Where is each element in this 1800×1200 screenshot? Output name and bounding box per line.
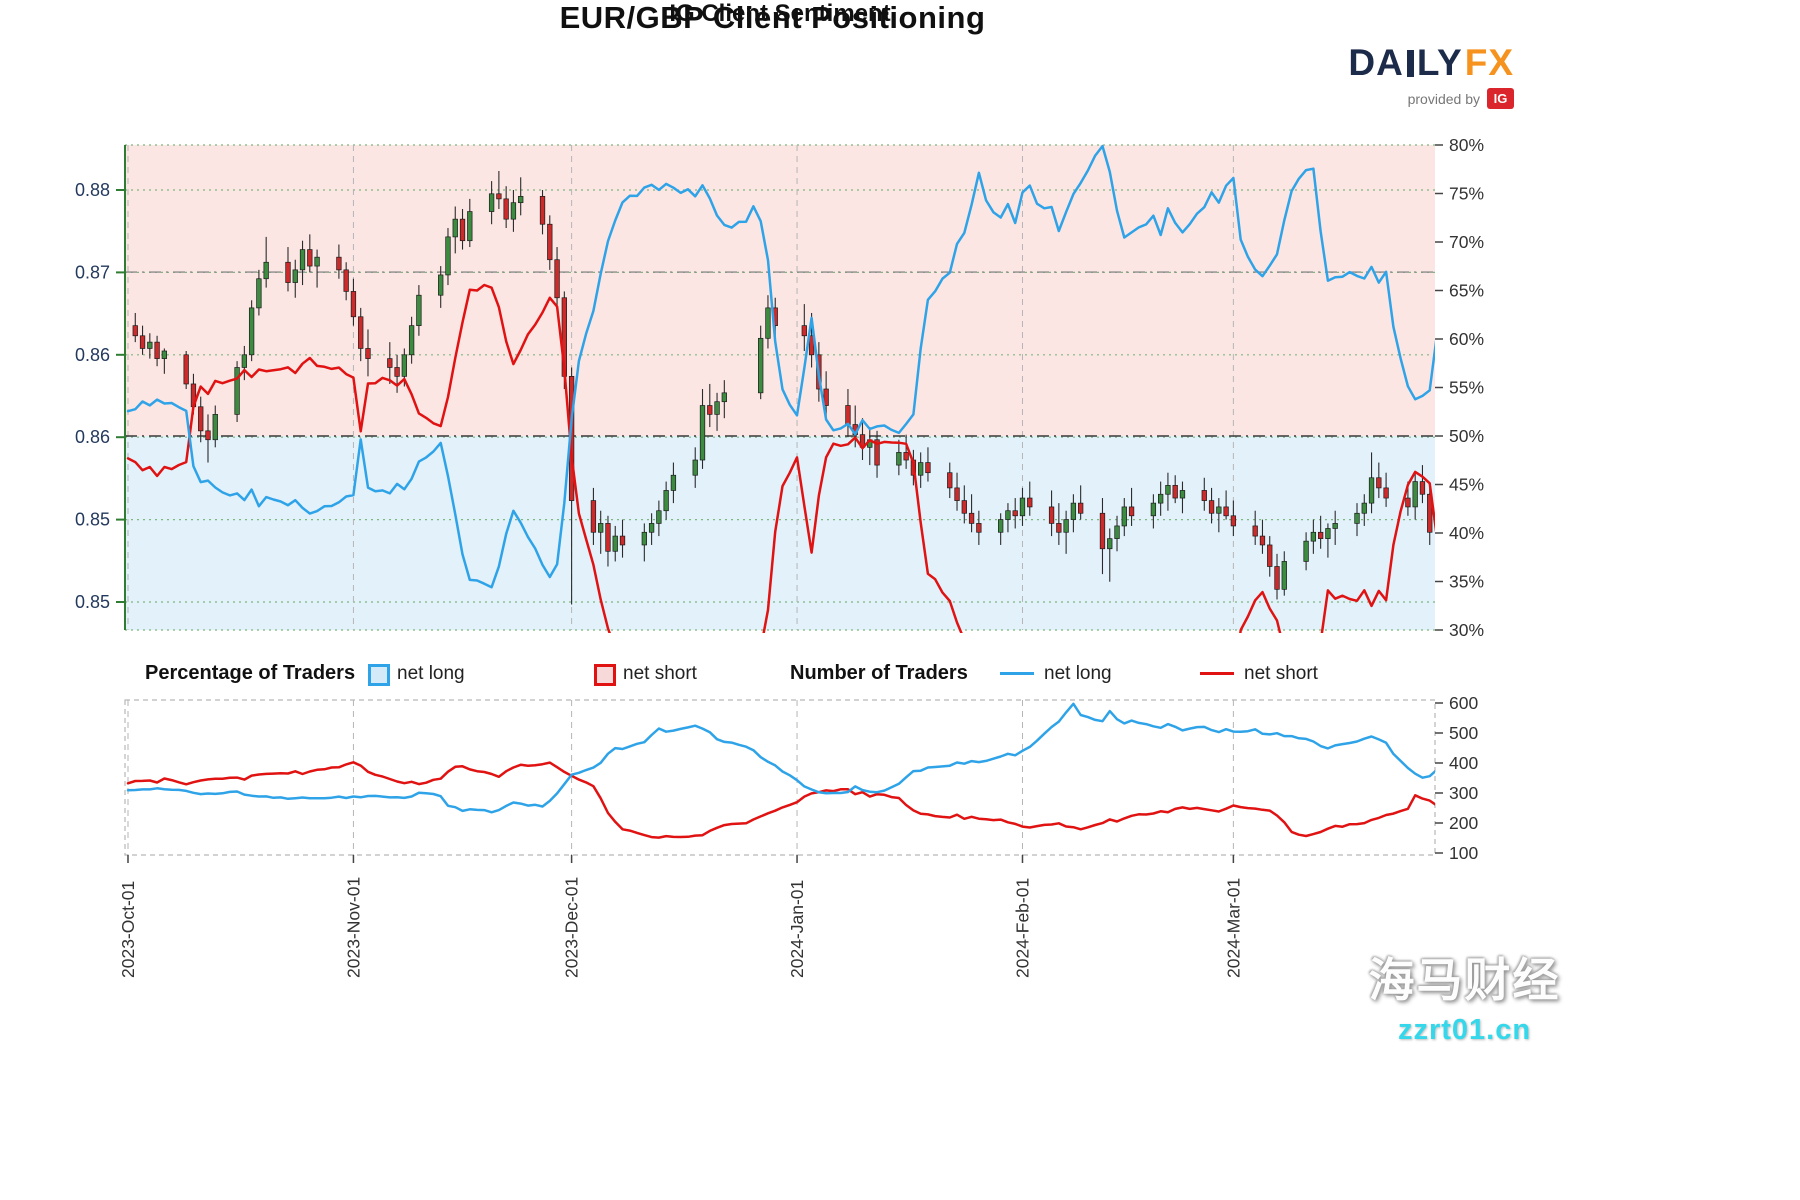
legend-swatch-net-short bbox=[594, 664, 616, 686]
date-tick-label: 2024-Jan-01 bbox=[787, 880, 807, 978]
legend-net-short-count-label: net short bbox=[1244, 663, 1318, 684]
count-tick-label: 300 bbox=[1449, 783, 1478, 803]
count-tick-label: 100 bbox=[1449, 843, 1478, 863]
ig-logo: IG bbox=[1487, 88, 1514, 109]
date-tick-label: 2023-Nov-01 bbox=[343, 877, 363, 978]
date-tick-label: 2023-Dec-01 bbox=[562, 877, 582, 978]
legend-swatch-net-long bbox=[368, 664, 390, 686]
logo-i-bar-icon bbox=[1406, 50, 1414, 77]
percent-tick-label: 45% bbox=[1449, 475, 1484, 495]
net-long-count-line bbox=[126, 702, 1435, 814]
price-tick-label: 0.85 bbox=[75, 510, 110, 530]
legend-net-short-label: net short bbox=[623, 663, 697, 684]
percent-tick-label: 65% bbox=[1449, 281, 1484, 301]
count-tick-label: 600 bbox=[1449, 693, 1478, 713]
logo-text-da: DA bbox=[1348, 42, 1404, 83]
percent-tick-label: 55% bbox=[1449, 378, 1484, 398]
count-tick-label: 200 bbox=[1449, 813, 1478, 833]
legend-percentage-title: Percentage of Traders bbox=[145, 662, 356, 684]
percent-tick-label: 40% bbox=[1449, 523, 1484, 543]
percent-tick-label: 80% bbox=[1449, 135, 1484, 155]
chart-subtitle: IG Client Sentiment bbox=[669, 0, 891, 27]
legend-net-long-count-label: net long bbox=[1044, 663, 1112, 684]
percent-tick-label: 30% bbox=[1449, 620, 1484, 640]
watermark-chinese-text: 海马财经 bbox=[1368, 954, 1561, 1006]
dailyfx-wordmark: DA LYFX bbox=[1322, 44, 1514, 81]
price-tick-label: 0.86 bbox=[75, 345, 110, 365]
date-tick-label: 2023-Oct-01 bbox=[118, 881, 138, 978]
legend-net-long-label: net long bbox=[397, 663, 465, 684]
chart-legend: Percentage of Traders net long net short… bbox=[0, 662, 1800, 704]
price-tick-label: 0.85 bbox=[75, 592, 110, 612]
count-tick-label: 500 bbox=[1449, 723, 1478, 743]
logo-text-fx: FX bbox=[1464, 42, 1514, 83]
price-tick-label: 0.87 bbox=[75, 262, 110, 282]
count-tick-label: 400 bbox=[1449, 753, 1478, 773]
legend-line-net-short-icon bbox=[1200, 672, 1234, 675]
main-sentiment-plot: 0.88 0.87 0.86 0.86 0.85 0.85 80% 75% 70% 65% 60% 5… bbox=[75, 135, 1484, 640]
percent-tick-label: 35% bbox=[1449, 572, 1484, 592]
price-tick-label: 0.86 bbox=[75, 427, 110, 447]
legend-line-net-long-icon bbox=[1000, 672, 1034, 675]
logo-text-ly: LY bbox=[1416, 42, 1463, 83]
provided-by-row: provided by IG bbox=[1322, 88, 1514, 109]
percent-tick-label: 60% bbox=[1449, 329, 1484, 349]
watermark: 海马财经 zzrt01.cn bbox=[1352, 944, 1577, 1047]
legend-number-title: Number of Traders bbox=[790, 662, 968, 684]
bg-upper-zone bbox=[125, 145, 1435, 436]
percent-tick-label: 50% bbox=[1449, 426, 1484, 446]
net-short-count-line bbox=[126, 761, 1435, 839]
dailyfx-logo: DA LYFX provided by IG bbox=[1322, 44, 1514, 109]
date-tick-label: 2024-Mar-01 bbox=[1223, 878, 1243, 978]
percent-tick-label: 75% bbox=[1449, 184, 1484, 204]
net-long-pct-line bbox=[126, 144, 1435, 589]
date-tick-label: 2024-Feb-01 bbox=[1012, 878, 1032, 978]
candles-layer bbox=[132, 170, 1433, 605]
watermark-url-text: zzrt01.cn bbox=[1397, 1014, 1532, 1046]
provided-by-text: provided by bbox=[1407, 90, 1480, 107]
price-tick-label: 0.88 bbox=[75, 180, 110, 200]
page-title: EUR/GBP Client Positioning bbox=[559, 0, 986, 35]
net-short-pct-line bbox=[126, 283, 1435, 633]
bg-lower-zone bbox=[125, 436, 1435, 630]
percent-tick-label: 70% bbox=[1449, 232, 1484, 252]
traders-count-plot: 600 500 400 300 200 100 2023-Oct-01 2023-Nov-01… bbox=[118, 693, 1478, 978]
